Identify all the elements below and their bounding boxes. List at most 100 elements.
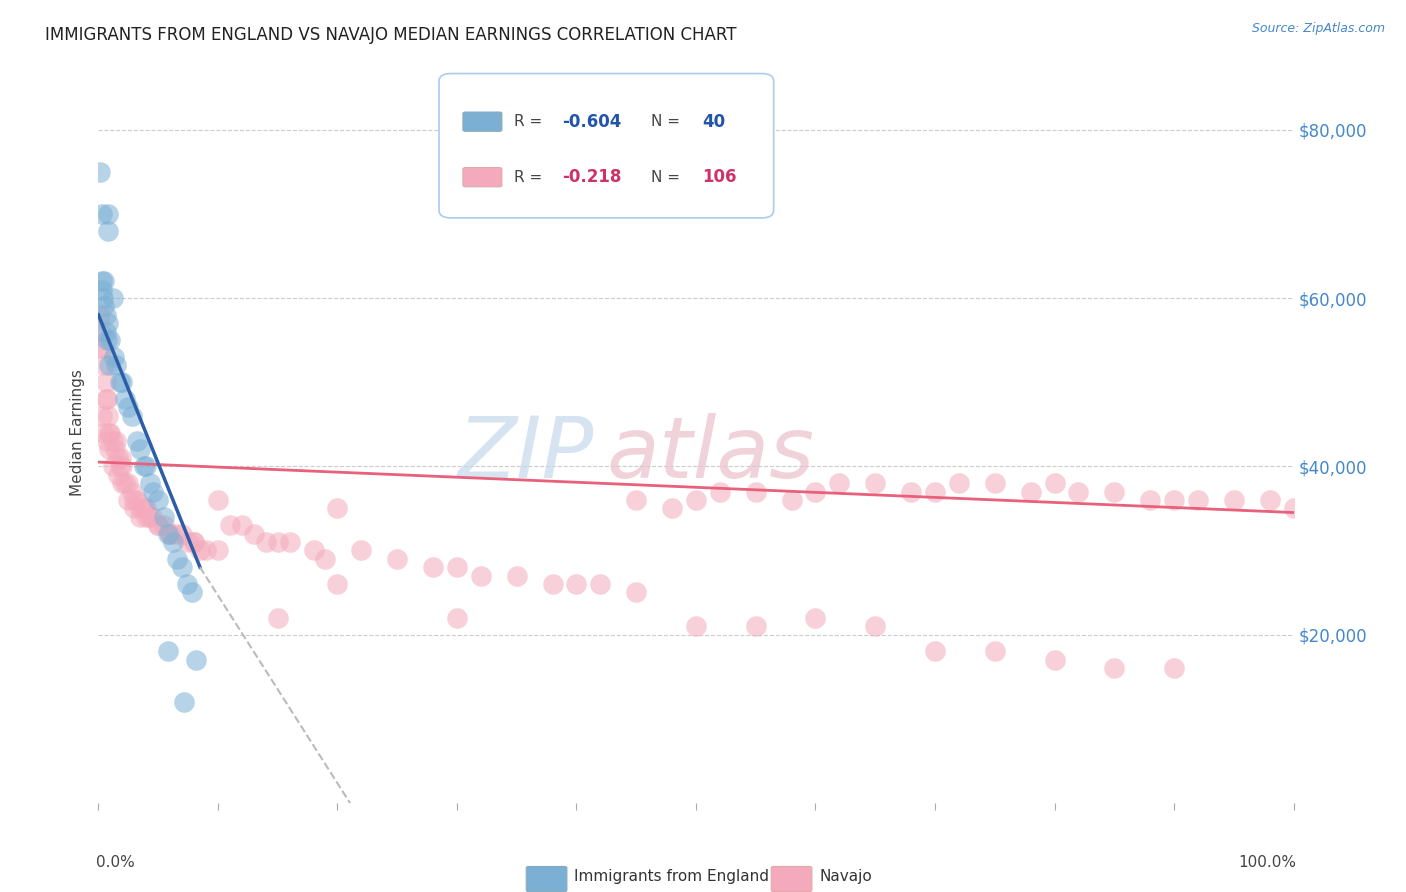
Point [93, 359, 115, 373]
Point [101, 291, 124, 305]
Point [101, 459, 124, 474]
Point [900, 484, 922, 499]
Point [709, 484, 731, 499]
Point [948, 476, 970, 491]
Point [924, 644, 946, 658]
Y-axis label: Median Earnings: Median Earnings [70, 369, 86, 496]
Point [166, 551, 188, 566]
Point [97, 316, 120, 330]
Point [91, 207, 114, 221]
Point [107, 467, 129, 482]
Point [107, 450, 129, 465]
Point [121, 484, 143, 499]
Point [135, 501, 157, 516]
Point [132, 459, 155, 474]
Point [745, 619, 768, 633]
Point [148, 518, 170, 533]
Point [111, 375, 134, 389]
Point [1282, 501, 1305, 516]
Text: R =: R = [513, 114, 547, 129]
Point [124, 492, 146, 507]
Point [93, 425, 115, 440]
Text: Navajo: Navajo [820, 870, 872, 884]
Point [125, 492, 148, 507]
Point [96, 434, 118, 448]
Point [385, 551, 409, 566]
Point [165, 526, 187, 541]
Point [114, 476, 136, 491]
Point [111, 459, 134, 474]
Point [186, 653, 208, 667]
Point [135, 509, 157, 524]
FancyBboxPatch shape [463, 168, 502, 186]
Point [153, 509, 176, 524]
Text: 106: 106 [703, 169, 737, 186]
Point [541, 577, 564, 591]
Point [446, 610, 468, 624]
Point [219, 518, 242, 533]
Point [103, 350, 125, 364]
Point [231, 518, 253, 533]
Point [176, 577, 198, 591]
Text: atlas: atlas [606, 413, 814, 496]
Point [156, 644, 179, 658]
Point [1019, 484, 1042, 499]
Point [117, 401, 139, 415]
Point [98, 359, 121, 373]
Point [589, 577, 612, 591]
Point [924, 484, 946, 499]
Point [180, 585, 202, 599]
Point [94, 392, 117, 406]
Point [129, 442, 152, 457]
Point [91, 283, 114, 297]
Point [91, 409, 114, 423]
Point [138, 509, 160, 524]
Point [91, 274, 114, 288]
Point [132, 501, 155, 516]
Point [89, 308, 111, 322]
FancyBboxPatch shape [526, 866, 567, 892]
Point [104, 442, 127, 457]
Point [97, 207, 120, 221]
Point [172, 526, 194, 541]
Point [101, 434, 124, 448]
Point [254, 535, 277, 549]
Point [207, 543, 229, 558]
Point [865, 619, 887, 633]
Point [315, 551, 337, 566]
Point [153, 518, 176, 533]
Point [156, 526, 179, 541]
Point [172, 560, 194, 574]
Point [90, 325, 112, 339]
Text: 100.0%: 100.0% [1237, 855, 1296, 870]
Point [159, 526, 181, 541]
Point [159, 526, 181, 541]
Point [108, 459, 131, 474]
Point [91, 342, 114, 356]
Point [195, 543, 218, 558]
Point [745, 484, 768, 499]
Point [350, 543, 373, 558]
Point [302, 543, 325, 558]
Point [98, 425, 122, 440]
Point [139, 476, 162, 491]
Point [162, 535, 184, 549]
Point [91, 291, 114, 305]
Text: Source: ZipAtlas.com: Source: ZipAtlas.com [1251, 22, 1385, 36]
Point [105, 434, 128, 448]
FancyBboxPatch shape [463, 112, 502, 131]
Point [91, 342, 114, 356]
Point [1258, 492, 1281, 507]
Point [565, 577, 588, 591]
Point [173, 695, 195, 709]
Point [446, 560, 468, 574]
Point [97, 224, 120, 238]
Point [1067, 484, 1090, 499]
Point [326, 577, 349, 591]
Point [626, 492, 648, 507]
FancyBboxPatch shape [439, 73, 773, 218]
FancyBboxPatch shape [772, 866, 811, 892]
Point [98, 425, 121, 440]
Point [183, 535, 205, 549]
Point [685, 619, 707, 633]
